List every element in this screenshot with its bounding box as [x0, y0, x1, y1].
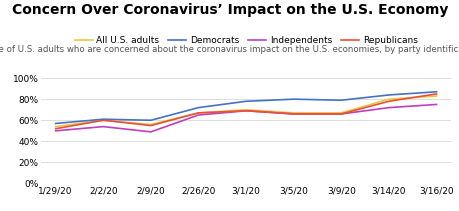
All U.S. adults	[243, 108, 248, 111]
Line: All U.S. adults: All U.S. adults	[56, 96, 436, 127]
Democrats	[53, 122, 58, 125]
All U.S. adults	[53, 125, 58, 128]
Republicans	[53, 127, 58, 130]
Text: Concern Over Coronavirus’ Impact on the U.S. Economy: Concern Over Coronavirus’ Impact on the …	[12, 3, 447, 17]
Democrats	[196, 106, 201, 109]
All U.S. adults	[290, 112, 296, 114]
Democrats	[290, 98, 296, 100]
All U.S. adults	[385, 98, 391, 100]
Republicans	[243, 110, 248, 112]
All U.S. adults	[338, 112, 343, 114]
Independents	[243, 110, 248, 112]
Democrats	[243, 100, 248, 103]
Republicans	[196, 112, 201, 114]
Independents	[53, 130, 58, 132]
Independents	[196, 114, 201, 116]
Democrats	[433, 91, 438, 93]
All U.S. adults	[148, 123, 153, 126]
Legend: All U.S. adults, Democrats, Independents, Republicans: All U.S. adults, Democrats, Independents…	[74, 36, 417, 45]
All U.S. adults	[101, 119, 106, 122]
Independents	[433, 103, 438, 106]
Republicans	[148, 124, 153, 127]
Text: Share of U.S. adults who are concerned about the coronavirus impact on the U.S. : Share of U.S. adults who are concerned a…	[0, 45, 459, 54]
Line: Independents: Independents	[56, 104, 436, 132]
Republicans	[101, 119, 106, 122]
Republicans	[290, 113, 296, 115]
Independents	[338, 113, 343, 115]
Republicans	[433, 93, 438, 95]
Independents	[385, 106, 391, 109]
Democrats	[385, 94, 391, 96]
Independents	[290, 113, 296, 115]
Line: Democrats: Democrats	[56, 92, 436, 123]
Independents	[148, 131, 153, 133]
Line: Republicans: Republicans	[56, 94, 436, 129]
Republicans	[338, 113, 343, 115]
Democrats	[101, 118, 106, 120]
Democrats	[338, 99, 343, 101]
Republicans	[385, 100, 391, 103]
Democrats	[148, 119, 153, 122]
Independents	[101, 125, 106, 128]
All U.S. adults	[433, 95, 438, 97]
All U.S. adults	[196, 112, 201, 114]
